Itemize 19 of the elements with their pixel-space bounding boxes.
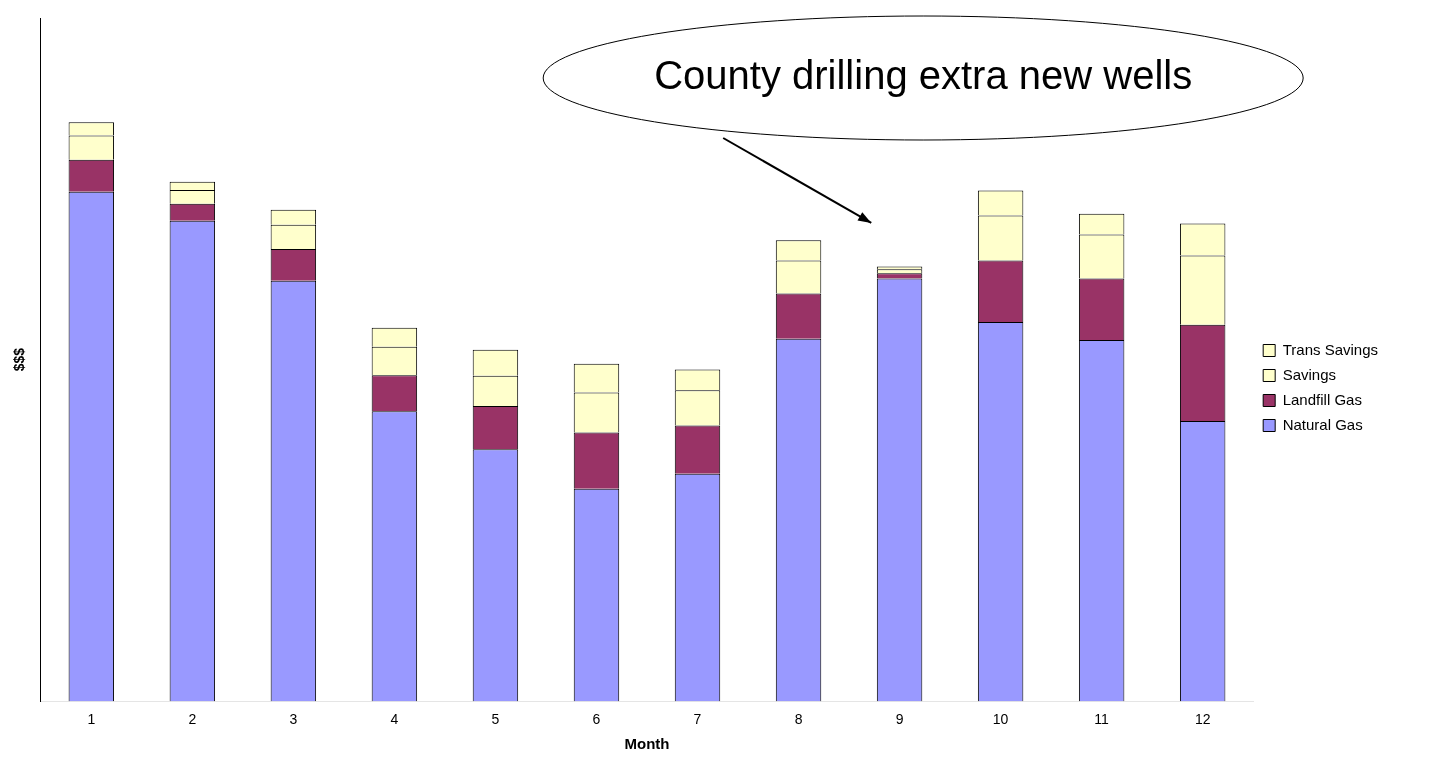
legend-label: Trans Savings [1282,340,1379,358]
legend-label: Savings [1282,365,1337,383]
x-tick-label: 7 [693,711,702,728]
x-tick-label: 8 [794,711,803,728]
text: County drilling extra new wells [654,53,1193,98]
x-tick-label: 6 [592,711,601,728]
x-tick-label: 12 [1194,711,1211,728]
x-axis-title: Month [624,735,670,753]
x-tick-label: 2 [188,711,197,728]
x-tick-label: 3 [289,711,298,728]
y-axis-title: $$$ [11,347,28,372]
x-tick-label: 5 [491,711,500,728]
x-tick-label: 4 [390,711,399,728]
x-tick-label: 1 [87,711,96,728]
x-tick-label: 11 [1094,711,1110,728]
x-tick-label: 9 [895,711,904,728]
legend-label: Natural Gas [1282,415,1363,433]
x-tick-label: 10 [992,711,1009,728]
legend-label: Landfill Gas [1282,390,1362,408]
